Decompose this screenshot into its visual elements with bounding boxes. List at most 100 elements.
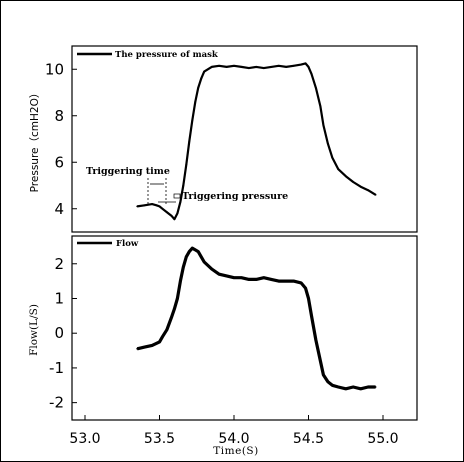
pressure-data-point — [255, 66, 258, 68]
flow-data-point — [225, 275, 228, 277]
pressure-data-point — [307, 66, 310, 68]
pressure-data-point — [300, 63, 302, 66]
pressure-data-point — [194, 100, 197, 103]
flow-data-point — [300, 282, 302, 284]
pressure-data-point — [161, 207, 164, 210]
pressure-data-point — [225, 66, 228, 68]
pressure-data-point — [292, 64, 295, 67]
flow-data-point — [200, 255, 203, 258]
pressure-data-point — [197, 87, 200, 89]
pressure-legend: The pressure of mask — [77, 50, 219, 60]
flow-data-point — [255, 278, 258, 281]
flow-data-point — [315, 339, 317, 342]
pressure-data-point — [331, 156, 334, 159]
triggering-annotations: Triggering time Triggering pressure — [86, 166, 288, 206]
flow-data-point — [179, 280, 182, 282]
triggering-time-label: Triggering time — [86, 166, 170, 177]
pressure-panel: 4 6 8 10 The pressure of mask Triggering ti… — [29, 45, 418, 233]
flow-ytick-label: -2 — [49, 394, 64, 412]
pressure-data-point — [319, 105, 322, 108]
flow-data-point — [248, 278, 250, 281]
time-xtick-label: 53.5 — [144, 431, 175, 447]
flow-data-point — [197, 250, 200, 253]
flow-data-point — [176, 297, 179, 300]
pressure-data-point — [218, 64, 221, 67]
pressure-data-point — [151, 203, 154, 206]
pressure-legend-label: The pressure of mask — [115, 50, 219, 60]
time-xtick-label: 54.5 — [293, 431, 324, 447]
flow-data-point — [310, 314, 313, 317]
flow-legend-label: Flow — [116, 239, 139, 249]
flow-plot-area — [71, 235, 418, 421]
pressure-data-point — [240, 66, 243, 68]
flow-data-point — [270, 278, 273, 281]
pressure-data-point — [166, 211, 168, 214]
flow-data-point — [143, 346, 146, 348]
flow-data-point — [359, 387, 362, 390]
flow-data-point — [151, 344, 154, 347]
pressure-data-point — [179, 200, 182, 203]
flow-data-point — [170, 316, 173, 319]
pressure-data-point — [270, 66, 273, 68]
pressure-data-point — [188, 140, 191, 143]
pressure-data-point — [344, 175, 347, 178]
pressure-data-point — [155, 204, 158, 207]
flow-data-point — [277, 280, 280, 282]
time-xtick-label: 54.0 — [218, 431, 249, 447]
pressure-data-point — [304, 62, 307, 65]
flow-data-point — [158, 341, 161, 343]
pressure-data-point — [277, 64, 280, 67]
flow-data-point — [331, 384, 334, 387]
flow-panel: 2 1 0 -1 -2 53.0 53.5 54.0 54.5 55.0 Flow Flow(L… — [28, 235, 418, 457]
pressure-series-line — [137, 62, 377, 221]
flow-data-point — [182, 266, 185, 269]
flow-data-point — [307, 297, 310, 300]
pressure-data-point — [203, 70, 206, 73]
flow-ytick-label: 2 — [54, 255, 64, 273]
flow-data-point — [292, 280, 295, 282]
pressure-ytick-label: 4 — [54, 200, 64, 218]
flow-data-point — [327, 380, 329, 383]
flow-data-point — [173, 308, 176, 310]
pressure-data-point — [374, 193, 377, 196]
pressure-data-point — [285, 66, 288, 68]
pressure-data-point — [327, 142, 329, 145]
flow-data-point — [161, 335, 164, 338]
pressure-data-point — [191, 119, 194, 122]
pressure-axis-label: Pressure（cmH2O） — [29, 88, 41, 193]
pressure-data-point — [315, 87, 317, 89]
pressure-data-point — [136, 205, 139, 208]
flow-ytick-label: 1 — [54, 289, 64, 307]
pressure-data-point — [158, 205, 161, 208]
flow-data-point — [210, 268, 213, 270]
flow-series-line — [136, 246, 376, 391]
pressure-data-point — [143, 204, 146, 207]
flow-data-point — [285, 280, 288, 282]
flow-data-point — [304, 287, 307, 289]
flow-data-point — [136, 347, 139, 350]
flow-data-point — [203, 261, 206, 263]
flow-data-point — [337, 386, 340, 388]
time-axis-label: Time(S) — [213, 445, 258, 457]
flow-data-point — [322, 374, 325, 376]
trigger-pressure-box — [173, 193, 181, 199]
flow-data-point — [233, 276, 235, 279]
flow-data-point — [367, 386, 369, 388]
flow-ytick-label: -1 — [49, 359, 64, 377]
pressure-data-point — [176, 212, 179, 215]
flow-data-point — [344, 387, 347, 390]
pressure-data-point — [210, 66, 213, 68]
pressure-ytick-label: 6 — [54, 153, 64, 171]
pressure-data-point — [200, 77, 203, 80]
pressure-data-point — [352, 181, 355, 183]
pressure-data-point — [337, 168, 340, 171]
flow-data-point — [166, 328, 168, 331]
flow-data-point — [352, 386, 355, 388]
pressure-data-point — [182, 184, 185, 187]
flow-data-point — [185, 255, 188, 258]
time-xtick-label: 55.0 — [367, 431, 398, 447]
flow-data-point — [262, 276, 265, 279]
pressure-data-point — [367, 189, 369, 192]
